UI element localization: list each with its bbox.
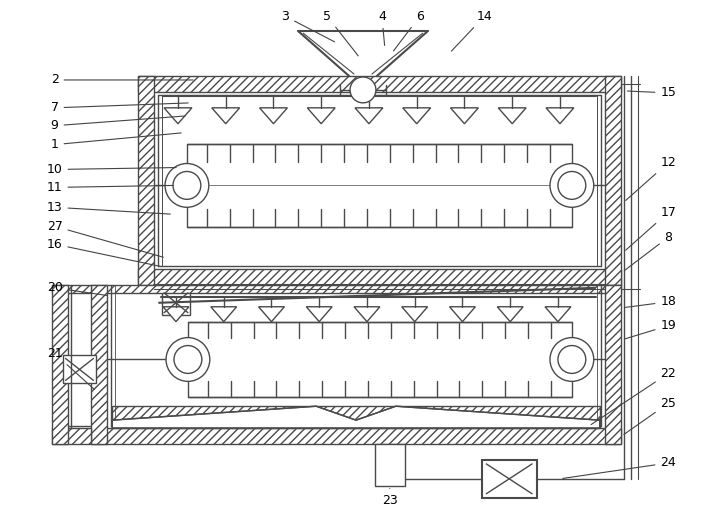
Text: 8: 8 (625, 231, 672, 270)
Text: 12: 12 (626, 156, 676, 200)
Bar (63, 355, 96, 383)
Text: 24: 24 (562, 456, 676, 479)
Bar (375, 444, 405, 486)
Bar (91, 428, 621, 444)
Circle shape (558, 346, 586, 373)
Polygon shape (163, 307, 189, 322)
Text: 13: 13 (47, 201, 170, 214)
Circle shape (550, 338, 594, 382)
Text: 25: 25 (624, 397, 676, 434)
Text: 10: 10 (47, 163, 176, 176)
Bar (187, 144, 572, 227)
Circle shape (166, 338, 210, 382)
Text: 27: 27 (47, 220, 163, 257)
Polygon shape (212, 108, 240, 124)
Polygon shape (402, 108, 431, 124)
Text: 23: 23 (382, 489, 397, 507)
Text: 9: 9 (50, 116, 185, 132)
Bar (605, 76, 621, 285)
Circle shape (173, 172, 201, 199)
Polygon shape (112, 406, 600, 428)
Text: 18: 18 (626, 295, 676, 309)
Polygon shape (498, 307, 523, 322)
Text: 2: 2 (50, 74, 193, 87)
Text: 19: 19 (625, 319, 676, 339)
Polygon shape (449, 307, 475, 322)
Bar (52, 285, 91, 293)
Polygon shape (307, 108, 335, 124)
Text: 22: 22 (591, 367, 676, 424)
Bar (138, 269, 621, 285)
Polygon shape (545, 307, 571, 322)
Text: 11: 11 (47, 181, 174, 194)
Text: 7: 7 (50, 101, 188, 114)
Circle shape (174, 346, 202, 373)
Polygon shape (211, 307, 237, 322)
Text: 4: 4 (378, 10, 386, 45)
Polygon shape (451, 108, 478, 124)
Text: 1: 1 (50, 133, 181, 151)
Polygon shape (402, 307, 428, 322)
Text: 20: 20 (47, 281, 107, 295)
Text: 16: 16 (47, 238, 161, 266)
Polygon shape (164, 108, 192, 124)
Bar (482, 460, 537, 498)
Polygon shape (354, 307, 380, 322)
Circle shape (550, 163, 594, 207)
Polygon shape (259, 108, 287, 124)
Polygon shape (546, 108, 574, 124)
Polygon shape (355, 108, 383, 124)
Bar (188, 322, 572, 397)
Text: 17: 17 (626, 206, 676, 250)
Circle shape (350, 77, 376, 103)
Circle shape (558, 172, 586, 199)
Bar (91, 285, 107, 444)
Bar (52, 285, 68, 444)
Bar (162, 291, 190, 315)
Text: 6: 6 (394, 10, 423, 51)
Bar (605, 285, 621, 444)
Circle shape (165, 163, 209, 207)
Text: 21: 21 (47, 347, 94, 389)
Bar (91, 285, 621, 293)
Bar (52, 428, 91, 444)
Polygon shape (258, 307, 284, 322)
Polygon shape (306, 307, 332, 322)
Bar (138, 76, 154, 285)
Bar (138, 76, 621, 92)
Polygon shape (498, 108, 526, 124)
Bar (112, 406, 600, 428)
Text: 15: 15 (627, 87, 676, 99)
Text: 5: 5 (323, 10, 359, 56)
Text: 14: 14 (451, 10, 492, 51)
Text: 3: 3 (282, 10, 335, 42)
